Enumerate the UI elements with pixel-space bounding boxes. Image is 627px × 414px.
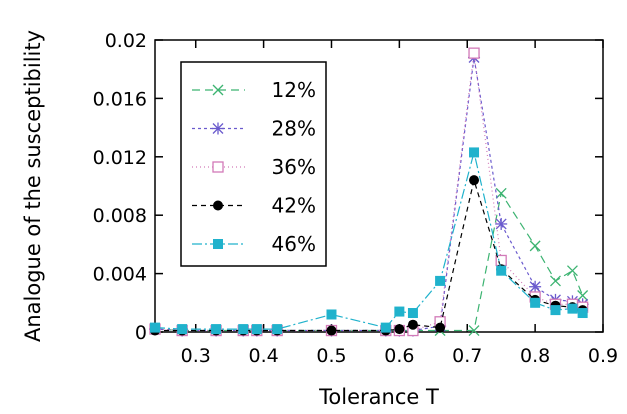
data-point (435, 275, 446, 286)
legend-item: 42% (192, 194, 316, 218)
data-point (272, 324, 283, 335)
data-point (251, 324, 262, 335)
legend-label: 28% (272, 117, 316, 141)
series-layer (149, 47, 589, 337)
data-point (394, 324, 405, 335)
data-point (211, 324, 222, 335)
legend-label: 46% (272, 232, 316, 256)
y-tick-label: 0.012 (93, 147, 147, 169)
legend-label: 42% (272, 194, 316, 218)
series-4 (150, 147, 588, 335)
data-point (326, 309, 337, 320)
data-point (238, 324, 249, 335)
legend-label: 36% (272, 155, 316, 179)
data-point (496, 265, 507, 276)
data-point (407, 308, 418, 319)
legend-box (180, 61, 327, 267)
data-point (469, 147, 480, 158)
data-point (529, 240, 541, 252)
x-tick-label: 0.5 (316, 345, 346, 367)
data-point (435, 322, 446, 333)
data-point (177, 324, 188, 335)
legend-marker (213, 200, 223, 211)
y-axis-ticks: 0 0.004 0.008 0.012 0.016 0.02 (93, 30, 603, 344)
data-point (469, 175, 480, 186)
x-tick-label: 0.8 (520, 345, 550, 367)
y-axis-title: Analogue of the susceptibility (21, 30, 45, 342)
legend-marker (212, 122, 224, 135)
series-line (154, 57, 583, 332)
data-point (326, 325, 337, 336)
y-tick-label: 0 (135, 322, 147, 344)
y-tick-label: 0.02 (105, 30, 147, 52)
legend-label: 12% (272, 78, 316, 102)
y-tick-label: 0.008 (93, 205, 147, 227)
data-point (407, 319, 418, 330)
data-point (577, 290, 589, 301)
y-tick-label: 0.004 (93, 264, 147, 286)
data-point (577, 308, 588, 319)
legend-item: 12% (192, 78, 316, 102)
data-point (150, 322, 160, 333)
data-point (566, 265, 578, 277)
legend-item: 36% (192, 155, 316, 179)
x-axis-ticks: 0.3 0.4 0.5 0.6 0.7 0.8 0.9 (181, 40, 618, 367)
data-point (468, 47, 480, 59)
data-point (495, 217, 508, 230)
x-axis-title: Tolerance T (318, 385, 439, 409)
x-tick-label: 0.3 (181, 345, 211, 367)
legend: 12% 28% 36% 42% 46% (180, 61, 327, 267)
x-tick-label: 0.9 (588, 345, 618, 367)
legend-marker (212, 161, 224, 173)
x-tick-label: 0.6 (384, 345, 414, 367)
legend-item: 28% (192, 117, 316, 141)
x-tick-label: 0.4 (248, 345, 278, 367)
data-point (530, 297, 541, 308)
data-point (550, 305, 561, 316)
plot-frame (154, 39, 604, 333)
data-point (567, 303, 578, 314)
data-point (529, 280, 542, 293)
y-tick-label: 0.016 (93, 88, 147, 110)
legend-marker (213, 239, 223, 249)
data-point (394, 306, 405, 317)
data-point (468, 325, 480, 336)
data-point (495, 187, 507, 199)
data-point (550, 275, 561, 287)
data-point (380, 322, 391, 333)
x-tick-label: 0.7 (452, 345, 482, 367)
legend-item: 46% (192, 232, 316, 256)
legend-marker (212, 84, 224, 96)
